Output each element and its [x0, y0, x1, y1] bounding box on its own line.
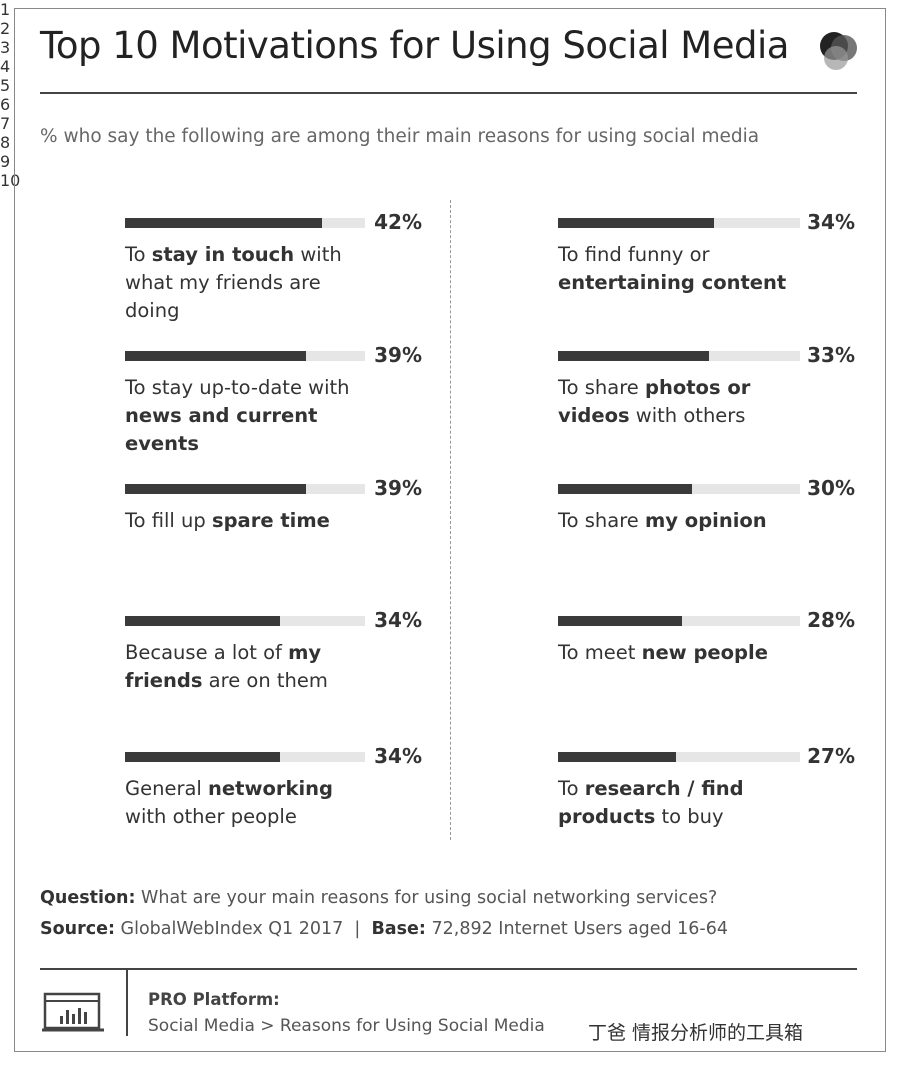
- label-bold: my friends: [125, 641, 322, 692]
- bar: [558, 218, 714, 228]
- source-text: GlobalWebIndex Q1 2017: [120, 919, 344, 939]
- bar-track: [558, 616, 800, 626]
- logo: [820, 32, 857, 70]
- bar-track: [125, 351, 365, 361]
- rule: [40, 92, 857, 94]
- rank: 10: [0, 171, 21, 190]
- base-text: 72,892 Internet Users aged 16-64: [431, 919, 729, 939]
- source: Source: GlobalWebIndex Q1 2017 | Base: 7…: [40, 919, 728, 939]
- label-bold: news and current events: [125, 404, 318, 455]
- bar: [125, 484, 307, 494]
- bar: [125, 351, 307, 361]
- label-text: To: [558, 777, 585, 800]
- rank: 7: [0, 114, 11, 133]
- label-text: Because a lot of: [125, 641, 289, 664]
- label-bold: networking: [208, 777, 333, 800]
- category-label: To find funny or entertaining content: [558, 241, 803, 297]
- bar: [558, 752, 677, 762]
- bar-track: [125, 752, 365, 762]
- label-bold: photos or videos: [558, 376, 751, 427]
- divider: [450, 200, 451, 840]
- label-text: To fill up: [125, 509, 212, 532]
- category-label: To meet new people: [558, 639, 803, 667]
- rule: [40, 968, 857, 970]
- label-text: To find funny or: [558, 243, 710, 266]
- bar-track: [558, 218, 800, 228]
- frame: [14, 8, 886, 1052]
- label-bold: research / find products: [558, 777, 744, 828]
- category-label: To share photos or videos with others: [558, 374, 803, 430]
- bar: [558, 484, 693, 494]
- value-label: 34%: [374, 744, 422, 768]
- label-text: To share: [558, 376, 645, 399]
- source-label: Source:: [40, 919, 115, 939]
- category-label: General networking with other people: [125, 775, 370, 831]
- base-label: Base:: [371, 919, 426, 939]
- value-label: 33%: [807, 343, 855, 367]
- bar-track: [558, 484, 800, 494]
- label-text: To: [125, 243, 152, 266]
- rank: 1: [0, 0, 11, 19]
- label-text: to buy: [655, 805, 724, 828]
- bar-track: [125, 218, 365, 228]
- category-label: To share my opinion: [558, 507, 803, 535]
- label-text: with others: [629, 404, 746, 427]
- label-text: To stay up-to-date with: [125, 376, 350, 399]
- label-text: General: [125, 777, 209, 800]
- category-label: To fill up spare time: [125, 507, 370, 535]
- category-label: To stay in touch with what my friends ar…: [125, 241, 370, 325]
- label-text: with other people: [125, 805, 297, 828]
- label-text: To meet: [558, 641, 642, 664]
- rule: [126, 970, 128, 1036]
- category-label: Because a lot of my friends are on them: [125, 639, 370, 695]
- rank: 9: [0, 152, 11, 171]
- label-bold: entertaining content: [558, 271, 787, 294]
- bar-track: [558, 752, 800, 762]
- rank: 3: [0, 38, 11, 57]
- bar-track: [125, 616, 365, 626]
- rank: 5: [0, 76, 11, 95]
- rank: 4: [0, 57, 11, 76]
- value-label: 34%: [807, 210, 855, 234]
- platform-path: Social Media > Reasons for Using Social …: [148, 1016, 545, 1036]
- label-text: are on them: [202, 669, 328, 692]
- bar: [125, 616, 280, 626]
- label-bold: spare time: [211, 509, 330, 532]
- platform-icon: [42, 992, 104, 1032]
- label-text: To share: [558, 509, 645, 532]
- watermark: 丁爸 情报分析师的工具箱: [588, 1022, 804, 1044]
- label-bold: new people: [641, 641, 768, 664]
- bar: [125, 752, 280, 762]
- label-text: with what my friends are doing: [125, 243, 342, 322]
- bar-track: [125, 484, 365, 494]
- value-label: 27%: [807, 744, 855, 768]
- rank: 2: [0, 19, 11, 38]
- bar: [125, 218, 323, 228]
- platform-label: PRO Platform:: [148, 990, 280, 1009]
- label-bold: my opinion: [644, 509, 767, 532]
- value-label: 28%: [807, 608, 855, 632]
- bar-track: [558, 351, 800, 361]
- value-label: 39%: [374, 343, 422, 367]
- rank: 6: [0, 95, 11, 114]
- question-label: Question:: [40, 888, 136, 908]
- bar: [558, 616, 682, 626]
- value-label: 39%: [374, 476, 422, 500]
- category-label: To research / find products to buy: [558, 775, 803, 831]
- chart-title: Top 10 Motivations for Using Social Medi…: [40, 24, 789, 67]
- separator: |: [354, 919, 361, 939]
- value-label: 34%: [374, 608, 422, 632]
- value-label: 30%: [807, 476, 855, 500]
- subtitle: % who say the following are among their …: [40, 126, 760, 147]
- question: Question: What are your main reasons for…: [40, 888, 717, 908]
- question-text: What are your main reasons for using soc…: [141, 888, 718, 908]
- value-label: 42%: [374, 210, 422, 234]
- rank: 8: [0, 133, 11, 152]
- items: 1 42% To stay in touch with what my friend…: [0, 0, 906, 828]
- bar: [558, 351, 709, 361]
- category-label: To stay up-to-date with news and current…: [125, 374, 370, 458]
- label-bold: stay in touch: [151, 243, 295, 266]
